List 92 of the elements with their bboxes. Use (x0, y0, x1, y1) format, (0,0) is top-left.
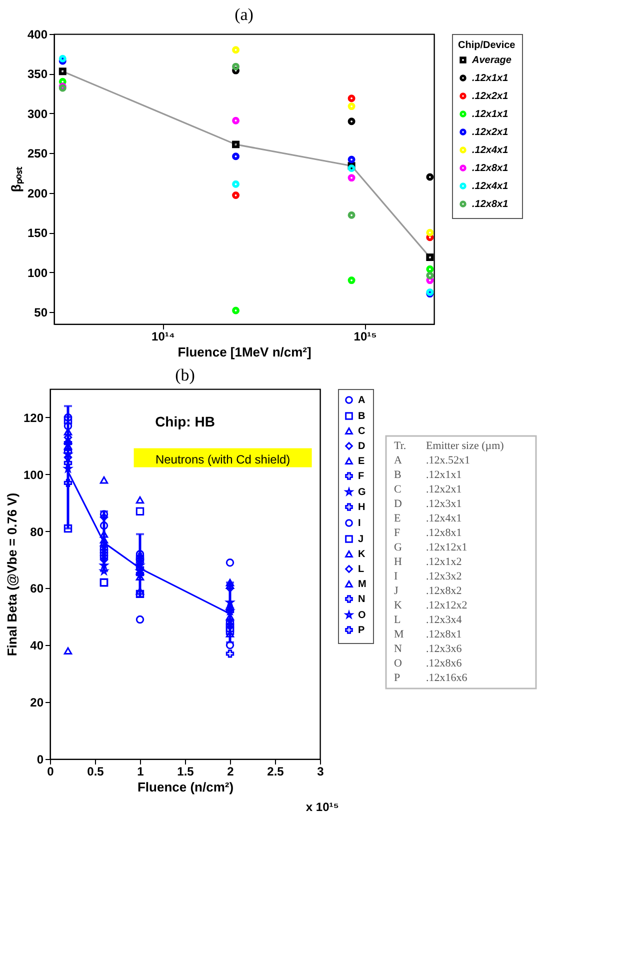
text: .12x8x1 (426, 527, 462, 539)
y-tick-label: 350 (27, 67, 48, 82)
text: G (394, 542, 402, 554)
text: .12x.52x1 (426, 454, 470, 466)
legend-label: .12x4x1 (472, 181, 509, 192)
chart-title: (b) (175, 366, 195, 384)
x-tick-label: 1.5 (177, 764, 194, 778)
legend-label: D (358, 441, 366, 452)
legend-label: .12x8x1 (472, 163, 509, 174)
text: A (394, 454, 402, 466)
text: .12x3x6 (426, 643, 462, 655)
text: .12x3x2 (426, 570, 462, 582)
y-tick-label: 60 (30, 582, 44, 596)
x-tick-label: 1 (137, 764, 144, 778)
text: Tr. (394, 440, 406, 452)
y-tick-label: 300 (27, 106, 48, 121)
text: .12x8x6 (426, 658, 462, 670)
y-tick-label: 150 (27, 226, 48, 240)
legend-label: M (358, 579, 366, 590)
text: .12x1x2 (426, 556, 462, 568)
text: .12x12x1 (426, 542, 468, 554)
text: Emitter size (µm) (426, 440, 504, 452)
y-axis-title: Final Beta (@Vbe = 0.76 V) (4, 492, 20, 656)
x-tick-label: 10¹⁴ (152, 330, 175, 344)
legend-label: L (358, 564, 364, 575)
text: .12x3x1 (426, 498, 462, 510)
text: .12x8x1 (426, 628, 462, 640)
x-tick-label: 2.5 (267, 764, 284, 778)
text: O (394, 658, 402, 670)
text: N (394, 643, 402, 655)
y-tick-label: 20 (30, 696, 44, 710)
text: .12x4x1 (426, 512, 462, 524)
x-tick-label: 3 (317, 764, 324, 778)
text: .12x12x2 (426, 600, 468, 612)
legend-label: C (358, 426, 366, 437)
x-tick-label: 0.5 (87, 764, 104, 778)
text: L (394, 614, 401, 626)
text: J (394, 585, 399, 597)
x-tick-label: 10¹⁵ (354, 330, 377, 344)
legend-label: .12x1x1 (472, 109, 509, 120)
y-axis-title: βₚₒₛₜ (8, 166, 24, 192)
y-tick-label: 120 (23, 410, 44, 425)
annotation: Chip: HB (155, 413, 215, 430)
text: .12x8x2 (426, 585, 462, 597)
chart-title: (a) (234, 5, 254, 24)
legend-label: O (358, 610, 366, 621)
text: .12x16x6 (426, 672, 468, 684)
legend-label: Average (471, 55, 512, 66)
y-tick-label: 40 (30, 638, 44, 653)
legend-label: .12x8x1 (472, 199, 509, 210)
legend-label: I (358, 518, 361, 529)
text: x 10¹⁵ (306, 800, 339, 814)
legend-label: .12x2x1 (472, 91, 509, 102)
x-axis-title: Fluence (n/cm²) (137, 780, 234, 794)
legend-label: G (358, 487, 366, 498)
text: C (394, 484, 402, 496)
text: .12x2x1 (426, 484, 462, 496)
legend-label: .12x1x1 (472, 73, 509, 84)
legend-label: P (358, 625, 365, 636)
text: .12x3x4 (426, 614, 462, 626)
legend-label: E (358, 456, 365, 467)
legend-label: H (358, 502, 366, 513)
text: I (394, 570, 398, 582)
text: H (394, 556, 402, 568)
text: D (394, 498, 402, 510)
x-axis-title: Fluence [1MeV n/cm²] (178, 344, 312, 360)
legend-label: F (358, 471, 364, 482)
y-tick-label: 80 (30, 524, 44, 539)
y-tick-label: 400 (27, 28, 48, 42)
legend-label: A (358, 395, 366, 406)
text: .12x1x1 (426, 469, 462, 481)
legend-label: J (358, 534, 364, 545)
y-tick-label: 200 (27, 186, 48, 200)
y-tick-label: 250 (27, 146, 48, 161)
legend-label: .12x4x1 (472, 145, 509, 156)
text: M (394, 628, 404, 640)
annotation: Neutrons (with Cd shield) (155, 452, 290, 466)
legend-title: Chip/Device (458, 40, 516, 51)
y-tick-label: 0 (36, 752, 44, 766)
text: E (394, 512, 401, 524)
y-tick-label: 100 (23, 468, 44, 482)
legend-label: K (358, 549, 366, 560)
text: K (394, 600, 402, 612)
legend-label: .12x2x1 (472, 127, 509, 138)
text: F (394, 527, 400, 539)
legend-label: B (358, 411, 366, 422)
legend-label: N (358, 594, 366, 605)
y-tick-label: 50 (34, 306, 48, 320)
y-tick-label: 100 (27, 266, 48, 280)
text: P (394, 672, 400, 684)
x-tick-label: 2 (227, 764, 234, 778)
text: B (394, 469, 402, 481)
